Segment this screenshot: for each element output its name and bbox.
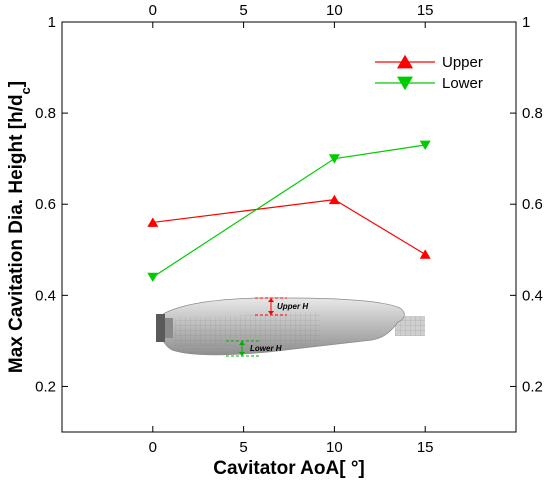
x-tick-label-top: 5 — [239, 2, 247, 19]
y-tick-label-left: 0.6 — [35, 196, 56, 213]
legend: Upper Lower — [375, 54, 483, 92]
y-axis-ticks: 0.2 0.2 0.4 0.4 0.6 0.6 0.8 0.8 1 1 — [35, 14, 543, 395]
lower-data-point — [328, 154, 340, 164]
x-tick-label-bottom: 5 — [239, 439, 247, 456]
y-axis-title-end: ] — [6, 81, 27, 87]
upper-h-arrow-down — [268, 311, 274, 315]
x-tick-label-bottom: 10 — [326, 439, 343, 456]
x-tick-label-top: 0 — [149, 2, 157, 19]
x-axis-title: Cavitator AoA[ °] — [213, 458, 365, 479]
body-mesh — [175, 312, 320, 346]
tail-rod-mesh — [395, 316, 425, 336]
y-tick-label-left: 0.2 — [35, 378, 56, 395]
y-tick-label-right: 0.8 — [522, 105, 543, 122]
upper-data-point — [147, 217, 159, 227]
upper-data-point — [328, 194, 340, 205]
x-axis-ticks: 0 0 5 5 10 10 15 15 — [149, 2, 434, 456]
legend-upper-label: Upper — [442, 54, 483, 71]
upper-data-point — [419, 249, 431, 259]
y-axis-title-subscript: c — [18, 87, 33, 94]
cavitator-body-illustration: Upper H Lower H — [156, 297, 425, 357]
y-tick-label-right: 0.6 — [522, 196, 543, 213]
y-tick-label-right: 0.4 — [522, 287, 543, 304]
lower-h-arrow-down — [239, 352, 245, 356]
legend-lower-label: Lower — [442, 75, 483, 92]
y-tick-label-right: 1 — [522, 14, 530, 31]
x-tick-label-bottom: 15 — [417, 439, 434, 456]
lower-h-arrow-up — [239, 341, 245, 345]
x-tick-label-bottom: 0 — [149, 439, 157, 456]
lower-data-point — [419, 140, 431, 150]
legend-upper-marker — [397, 54, 413, 69]
y-tick-label-right: 0.2 — [522, 378, 543, 395]
y-axis-title-main: Max Cavitation Dia. Height [h/d — [6, 94, 27, 373]
legend-lower-marker — [397, 76, 413, 91]
series-layer — [147, 140, 431, 283]
upper-h-label: Upper H — [277, 302, 308, 311]
upper-h-arrow-up — [268, 298, 274, 302]
y-tick-label-left: 0.4 — [35, 287, 56, 304]
x-tick-label-top: 15 — [417, 2, 434, 19]
cavitator-nose — [156, 314, 165, 342]
cavitator-neck — [165, 318, 173, 338]
y-axis-title: Max Cavitation Dia. Height [h/dc] — [6, 81, 33, 373]
plot-frame — [61, 21, 517, 433]
x-tick-label-top: 10 — [326, 2, 343, 19]
y-tick-label-left: 0.8 — [35, 105, 56, 122]
lower-data-point — [147, 272, 159, 283]
lower-h-label: Lower H — [250, 344, 282, 353]
y-tick-label-left: 1 — [48, 14, 56, 31]
